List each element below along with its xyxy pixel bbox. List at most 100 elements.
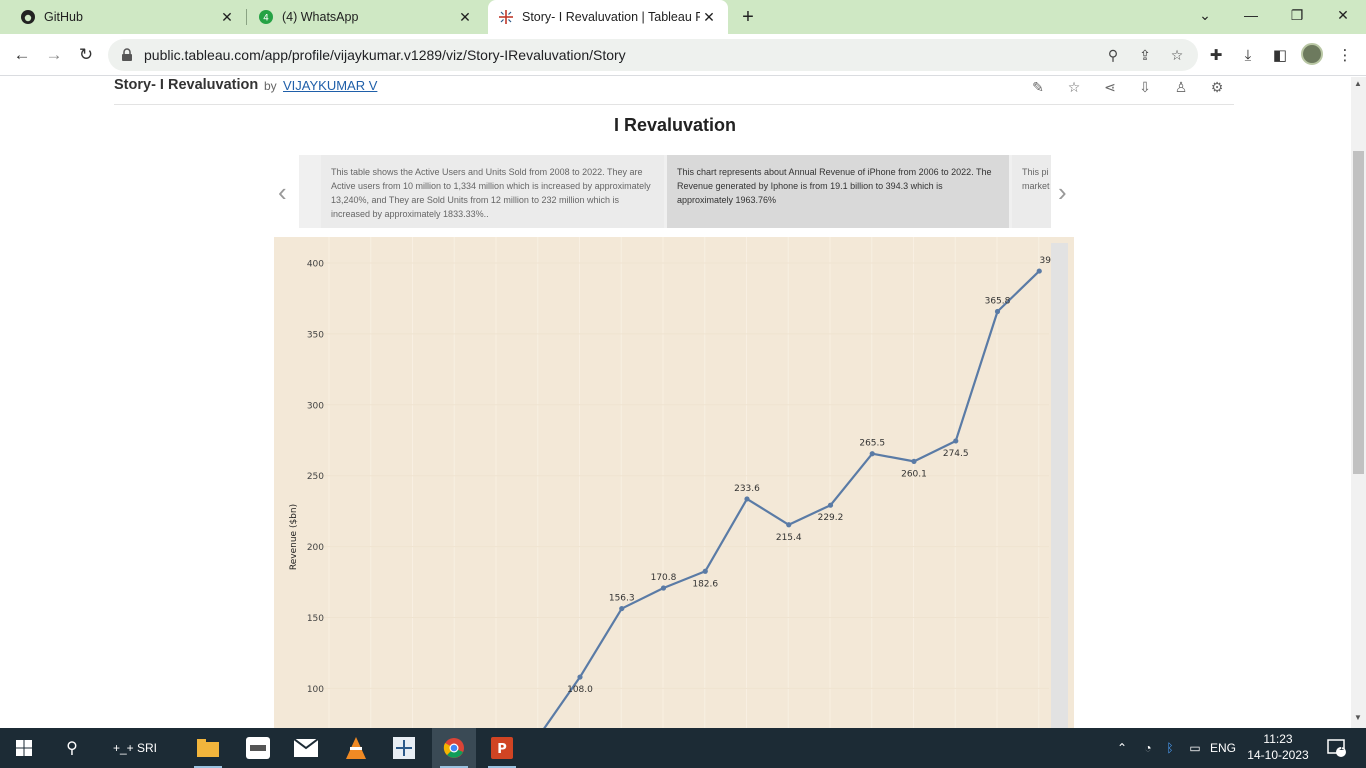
download-icon[interactable]: ⤓ xyxy=(1244,46,1252,64)
data-label: 265.5 xyxy=(859,439,885,449)
avatar[interactable] xyxy=(1301,43,1323,65)
clock-time: 11:23 xyxy=(1263,732,1293,746)
side-panel-icon[interactable]: ◧ xyxy=(1272,47,1288,64)
data-label: 233.6 xyxy=(734,484,760,494)
file-explorer-icon[interactable] xyxy=(186,728,230,768)
series-line xyxy=(543,676,581,728)
y-tick-label: 150 xyxy=(307,614,324,624)
new-tab-button[interactable]: + xyxy=(742,5,754,28)
search-icon[interactable]: ⚲ xyxy=(66,740,78,757)
vlc-icon[interactable] xyxy=(334,728,378,768)
tableau-icon[interactable] xyxy=(382,728,426,768)
series-line xyxy=(579,270,1041,678)
author-link[interactable]: VIJAYKUMAR V xyxy=(283,78,378,93)
mail-icon[interactable] xyxy=(284,728,328,768)
chevron-down-icon[interactable]: ⌄ xyxy=(1199,6,1211,23)
data-point xyxy=(911,458,917,464)
powerpoint-icon[interactable]: P xyxy=(480,728,524,768)
data-point xyxy=(786,522,792,528)
data-point xyxy=(1036,268,1042,274)
chrome-icon[interactable] xyxy=(432,728,476,768)
clock-date: 14-10-2023 xyxy=(1247,748,1309,762)
data-label: 274.5 xyxy=(943,449,969,459)
story-point-1[interactable]: This table shows the Active Users and Un… xyxy=(321,155,664,228)
browser-toolbar: ← → ↻ public.tableau.com/app/profile/vij… xyxy=(0,34,1366,76)
scroll-down-icon[interactable]: ▼ xyxy=(1354,713,1362,722)
forward-button[interactable]: → xyxy=(45,45,63,64)
notification-icon[interactable]: 1 xyxy=(1320,728,1354,768)
download-icon[interactable]: ⇩ xyxy=(1139,78,1151,95)
data-point xyxy=(702,568,708,574)
windows-start-icon[interactable] xyxy=(0,728,48,768)
data-point xyxy=(619,605,625,612)
language-indicator[interactable]: ENG xyxy=(1209,741,1236,755)
minimize-button[interactable]: — xyxy=(1244,7,1258,23)
chevron-right-icon[interactable]: › xyxy=(1058,177,1067,207)
close-icon[interactable]: ✕ xyxy=(221,8,233,25)
share-icon[interactable]: ⇪ xyxy=(1139,46,1151,63)
battery-icon[interactable]: ▭ xyxy=(1189,741,1201,755)
tab-tableau[interactable]: Story- I Revaluvation | Tableau P ✕ xyxy=(488,0,728,34)
taskbar-clock[interactable]: 11:23 14-10-2023 xyxy=(1240,731,1316,763)
story-title: I Revaluvation xyxy=(613,115,737,135)
bookmark-star-icon[interactable]: ☆ xyxy=(1170,46,1184,63)
viz-title: Story- I Revaluvation xyxy=(114,77,259,93)
taskbar-indicator xyxy=(194,766,222,768)
bluetooth-icon[interactable]: ᛒ xyxy=(1166,741,1174,755)
close-icon[interactable]: ✕ xyxy=(459,8,471,25)
data-point xyxy=(744,496,750,502)
menu-kebab-icon[interactable]: ⋮ xyxy=(1337,47,1353,64)
close-icon[interactable]: ✕ xyxy=(703,8,715,25)
tableau-icon xyxy=(498,9,514,25)
tab-title: (4) WhatsApp xyxy=(282,10,359,24)
favorite-star-icon[interactable]: ☆ xyxy=(1067,78,1081,95)
chevron-left-icon[interactable]: ‹ xyxy=(278,177,287,207)
story-captions: This table shows the Active Users and Un… xyxy=(299,155,1051,228)
wifi-icon[interactable]: ◔ xyxy=(1144,741,1152,755)
address-bar[interactable]: public.tableau.com/app/profile/vijaykuma… xyxy=(108,39,1198,71)
gear-icon[interactable]: ⚙ xyxy=(1210,78,1224,95)
taskbar-search-text[interactable]: +_+ SRI xyxy=(112,741,158,755)
data-point xyxy=(827,502,834,508)
windows-taskbar: ⚲ +_+ SRI P ⌃ ◔ ᛒ ▭ ENG 11:23 14-10-2023… xyxy=(0,728,1366,768)
chart-scrollbar xyxy=(1051,243,1068,728)
data-point xyxy=(994,308,1001,315)
page-content: Story- I Revaluvation by VIJAYKUMAR V ✎ … xyxy=(0,77,1366,728)
tab-separator xyxy=(246,9,247,25)
edit-icon[interactable]: ✎ xyxy=(1032,78,1044,95)
y-tick-label: 400 xyxy=(307,260,324,270)
award-icon[interactable]: ♙ xyxy=(1174,78,1188,95)
browser-tab-bar: GitHub ✕ 4 (4) WhatsApp ✕ Story- I Reval… xyxy=(0,0,1366,34)
svg-text:4: 4 xyxy=(263,14,269,24)
data-label: 365.8 xyxy=(985,296,1011,306)
svg-text:P: P xyxy=(497,742,507,757)
data-label: 108.0 xyxy=(567,685,593,695)
app-icon[interactable] xyxy=(236,728,280,768)
close-window-button[interactable]: ✕ xyxy=(1337,6,1349,23)
revenue-line-chart: 100 150 200 250 300 350 400 Revenue ($bn) 108.0 1… xyxy=(274,237,1074,728)
tab-whatsapp[interactable]: 4 (4) WhatsApp ✕ xyxy=(238,0,484,34)
extensions-icon[interactable]: ✚ xyxy=(1209,47,1223,64)
lock-icon xyxy=(120,48,134,62)
data-label: 39 xyxy=(1040,256,1052,266)
data-label: 229.2 xyxy=(818,513,844,523)
zoom-icon[interactable]: ⚲ xyxy=(1107,46,1119,63)
tab-title: GitHub xyxy=(44,10,83,24)
share-icon[interactable]: ⋖ xyxy=(1104,78,1116,95)
notification-count: 1 xyxy=(1339,742,1345,752)
reload-button[interactable]: ↻ xyxy=(78,45,94,64)
scroll-up-icon[interactable]: ▲ xyxy=(1354,79,1362,88)
data-label: 170.8 xyxy=(651,573,677,583)
scrollbar-thumb[interactable] xyxy=(1353,151,1364,474)
story-point-3[interactable]: This pi market xyxy=(1012,155,1051,228)
whatsapp-icon: 4 xyxy=(258,9,274,25)
chevron-up-icon[interactable]: ⌃ xyxy=(1116,741,1128,755)
data-point xyxy=(660,585,667,591)
tab-github[interactable]: GitHub ✕ xyxy=(0,0,246,34)
data-point xyxy=(953,438,959,444)
page-scrollbar[interactable]: ▲ ▼ xyxy=(1351,77,1366,728)
story-point-2[interactable]: This chart represents about Annual Reven… xyxy=(667,155,1009,228)
restore-button[interactable]: ❐ xyxy=(1290,6,1304,23)
data-point xyxy=(869,451,875,457)
back-button[interactable]: ← xyxy=(13,45,31,64)
